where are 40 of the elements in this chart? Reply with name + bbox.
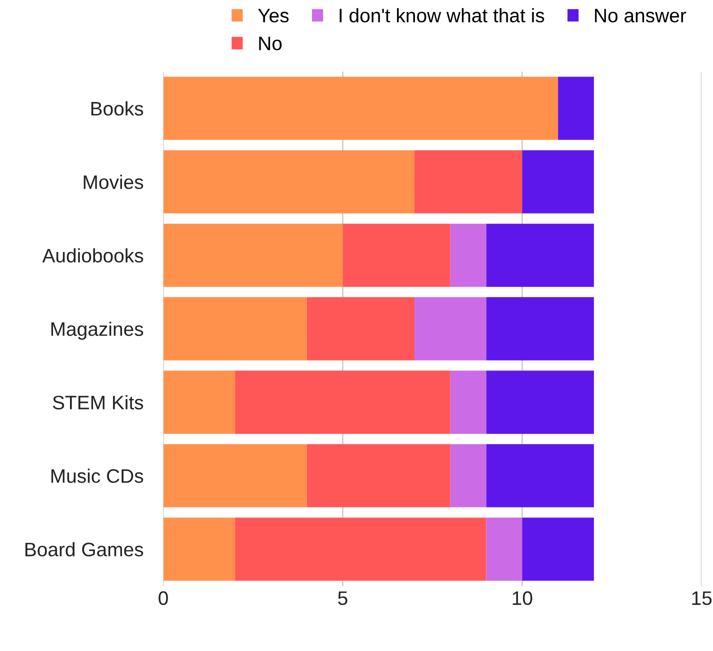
bar [414,297,486,360]
bar [486,370,594,434]
y-tick-label: Music CDs [51,468,144,483]
bar [522,518,594,581]
y-tick-label: Audiobooks [42,248,144,263]
bar [450,370,486,434]
legend-label: Yes [258,8,289,22]
bar [163,76,558,140]
bar [235,370,450,434]
bar [558,76,594,140]
bar [486,518,522,581]
y-tick-label: STEM Kits [52,395,144,410]
bar [306,297,414,360]
bar [163,150,414,214]
bar [235,518,486,581]
y-tick-label: Magazines [51,322,144,340]
bar [522,150,594,214]
bar [163,518,236,581]
bar [486,297,594,360]
legend-label: No [259,36,282,50]
legend-label: No answer [595,8,686,22]
bar [342,224,450,287]
x-tick-label: 15 [692,591,712,606]
bar [163,370,236,434]
y-tick-label: Movies [84,174,144,190]
x-tick-label: 10 [512,591,532,606]
bar [163,224,343,287]
bar [306,444,450,508]
bar [486,444,594,508]
legend-label: I don't know what that is [340,8,544,22]
bar [163,297,307,360]
x-tick-label: 5 [338,591,348,606]
y-tick-label: Books [91,101,144,116]
bar [163,444,307,508]
bar [414,150,522,214]
x-tick-label: 0 [158,591,168,606]
bar [486,224,594,287]
bar [450,444,486,508]
bar [450,224,486,287]
y-tick-label: Board Games [25,542,144,556]
